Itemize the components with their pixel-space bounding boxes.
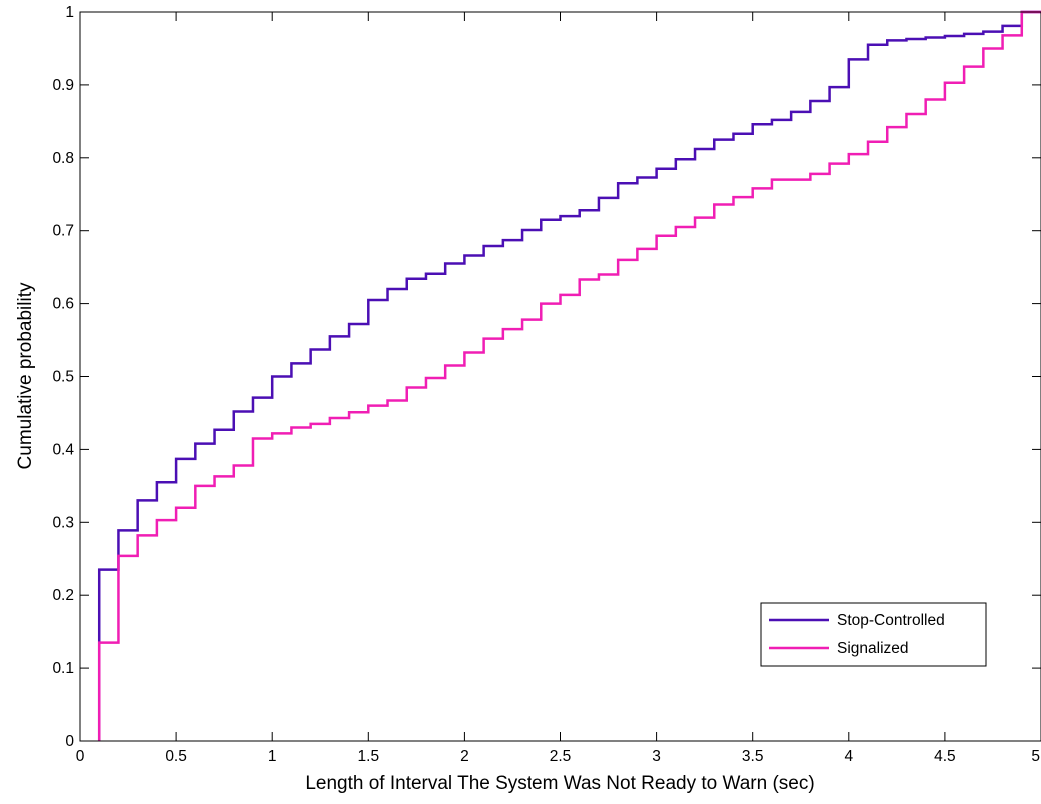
series-layer	[97, 10, 1041, 741]
y-axis-label: Cumulative probability	[15, 282, 36, 469]
legend: Stop-Controlled Signalized	[760, 602, 987, 667]
series-line-signalized	[97, 10, 1041, 741]
plot-frame	[79, 11, 1041, 742]
x-tick-label: 1	[268, 748, 277, 765]
y-tick-label: 0.2	[52, 587, 74, 604]
y-tick-label: 0.7	[52, 223, 74, 240]
y-tick-label: 0.5	[52, 369, 74, 386]
y-tick-label: 0.1	[52, 660, 74, 677]
x-tick-label: 0.5	[165, 748, 187, 765]
y-tick-label: 0.6	[52, 296, 74, 313]
x-axis-label: Length of Interval The System Was Not Re…	[305, 773, 814, 794]
y-tick-label: 1	[65, 4, 74, 21]
x-tick-label: 3.5	[742, 748, 764, 765]
y-tick-label: 0.8	[52, 150, 74, 167]
x-tick-label: 3	[652, 748, 661, 765]
y-tick-label: 0	[65, 733, 74, 750]
tick-label-layer: 0 0.5 1 1.5 2 2.5 3 3.5 4 4.5 5 0 0.1 0.2 0.3 0.4 0.5 0.6…	[52, 4, 1040, 765]
x-tick-label: 1.5	[358, 748, 380, 765]
x-tick-label: 2.5	[550, 748, 572, 765]
x-tick-label: 4	[844, 748, 853, 765]
y-tick-label: 0.3	[52, 514, 74, 531]
x-tick-label: 0	[76, 748, 85, 765]
y-tick-label: 0.9	[52, 77, 74, 94]
x-tick-label: 4.5	[934, 748, 956, 765]
y-tick-label: 0.4	[52, 441, 74, 458]
x-tick-label: 2	[460, 748, 469, 765]
legend-box	[760, 602, 987, 667]
series-line-stop-controlled	[97, 10, 1041, 741]
legend-label-stop-controlled: Stop-Controlled	[837, 612, 945, 629]
legend-label-signalized: Signalized	[837, 640, 909, 657]
x-tick-label: 5	[1031, 748, 1040, 765]
